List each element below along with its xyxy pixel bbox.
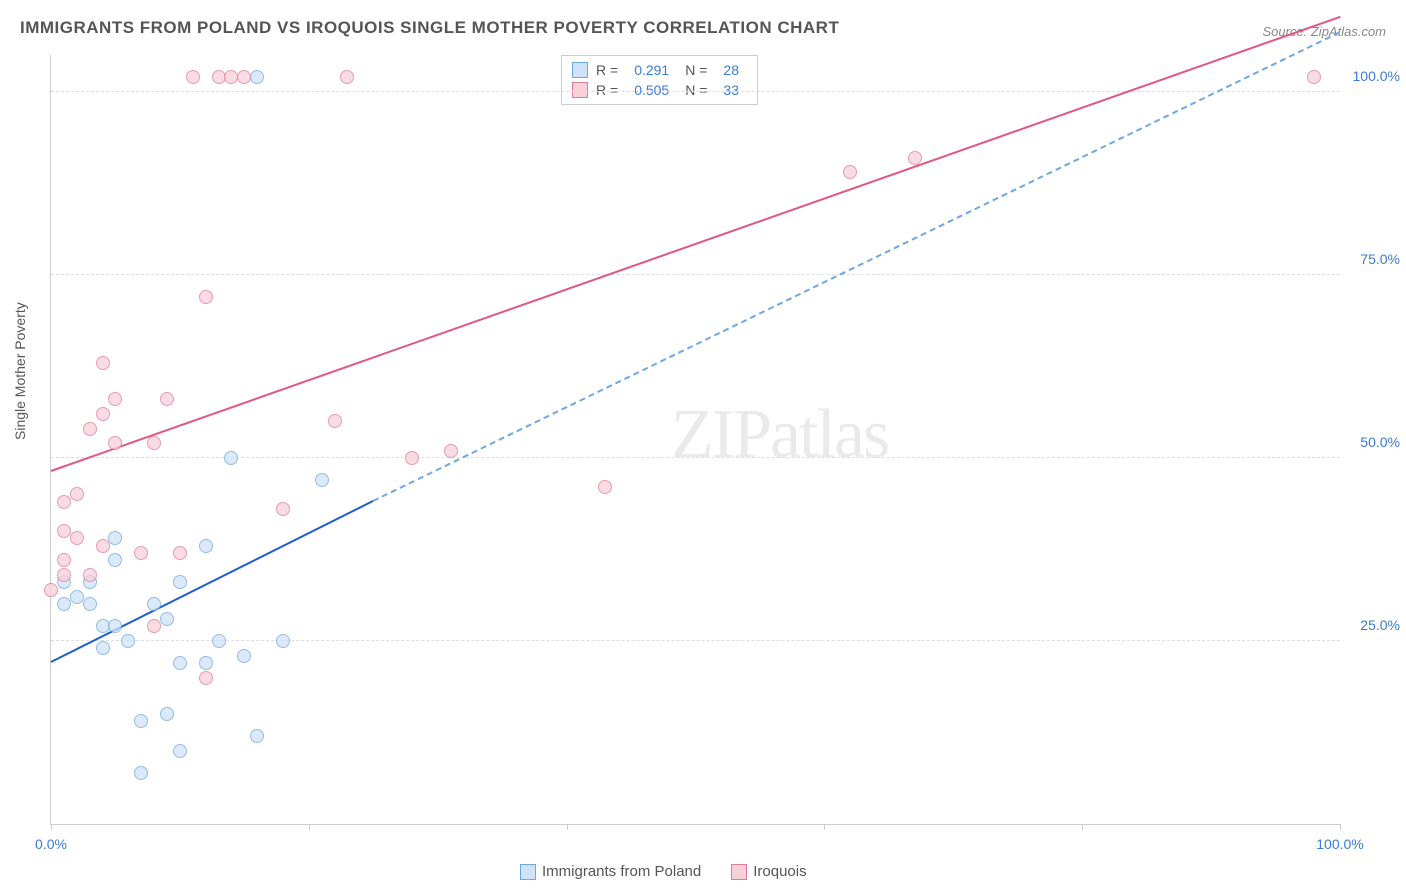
data-point [173,656,187,670]
data-point [57,568,71,582]
data-point [173,546,187,560]
data-point [250,70,264,84]
legend-swatch [572,62,588,78]
gridline-h [51,274,1340,275]
y-tick-label: 50.0% [1350,434,1400,450]
data-point [96,641,110,655]
data-point [134,546,148,560]
x-tick-label: 100.0% [1316,836,1363,852]
data-point [108,436,122,450]
data-point [108,531,122,545]
data-point [1307,70,1321,84]
data-point [108,619,122,633]
x-tick-mark [309,824,310,830]
data-point [173,575,187,589]
data-point [843,165,857,179]
gridline-h [51,640,1340,641]
chart-plot-area: ZIPatlas R =0.291N =28R =0.505N =33 25.0… [50,55,1340,825]
data-point [224,70,238,84]
data-point [212,634,226,648]
bottom-legend: Immigrants from Poland Iroquois [520,863,807,880]
data-point [315,473,329,487]
data-point [173,744,187,758]
data-point [134,714,148,728]
data-point [250,729,264,743]
r-value: 0.291 [634,62,669,78]
legend-swatch [731,864,747,880]
data-point [212,70,226,84]
data-point [237,649,251,663]
data-point [276,502,290,516]
data-point [147,619,161,633]
data-point [108,553,122,567]
data-point [147,597,161,611]
data-point [405,451,419,465]
data-point [96,356,110,370]
data-point [96,619,110,633]
data-point [96,407,110,421]
x-tick-label: 0.0% [35,836,67,852]
data-point [57,597,71,611]
data-point [160,392,174,406]
data-point [83,422,97,436]
y-tick-label: 25.0% [1350,617,1400,633]
data-point [70,487,84,501]
data-point [83,568,97,582]
x-tick-mark [567,824,568,830]
data-point [121,634,135,648]
trendline [373,31,1341,502]
data-point [224,451,238,465]
data-point [598,480,612,494]
data-point [237,70,251,84]
r-label: R = [596,62,618,78]
data-point [186,70,200,84]
bottom-legend-item: Iroquois [731,863,806,880]
chart-title: IMMIGRANTS FROM POLAND VS IROQUOIS SINGL… [20,18,839,38]
data-point [134,766,148,780]
legend-label: Immigrants from Poland [542,863,701,880]
data-point [160,612,174,626]
data-point [199,671,213,685]
data-point [340,70,354,84]
gridline-h [51,457,1340,458]
data-point [328,414,342,428]
x-tick-mark [1082,824,1083,830]
data-point [199,539,213,553]
gridline-h [51,91,1340,92]
stats-legend: R =0.291N =28R =0.505N =33 [561,55,758,105]
data-point [96,539,110,553]
data-point [199,656,213,670]
x-tick-mark [1340,824,1341,830]
legend-label: Iroquois [753,863,806,880]
data-point [908,151,922,165]
watermark: ZIPatlas [671,395,888,475]
data-point [444,444,458,458]
data-point [276,634,290,648]
data-point [57,524,71,538]
data-point [57,553,71,567]
data-point [147,436,161,450]
data-point [108,392,122,406]
y-axis-label: Single Mother Poverty [12,302,28,440]
data-point [70,531,84,545]
x-tick-mark [824,824,825,830]
data-point [70,590,84,604]
y-tick-label: 75.0% [1350,251,1400,267]
data-point [160,707,174,721]
n-value: 28 [723,62,739,78]
data-point [199,290,213,304]
legend-swatch [520,864,536,880]
bottom-legend-item: Immigrants from Poland [520,863,701,880]
data-point [83,597,97,611]
x-tick-mark [51,824,52,830]
n-label: N = [685,62,707,78]
data-point [57,495,71,509]
data-point [44,583,58,597]
y-tick-label: 100.0% [1350,68,1400,84]
stats-legend-row: R = 0.291 N = 28 [572,60,747,80]
